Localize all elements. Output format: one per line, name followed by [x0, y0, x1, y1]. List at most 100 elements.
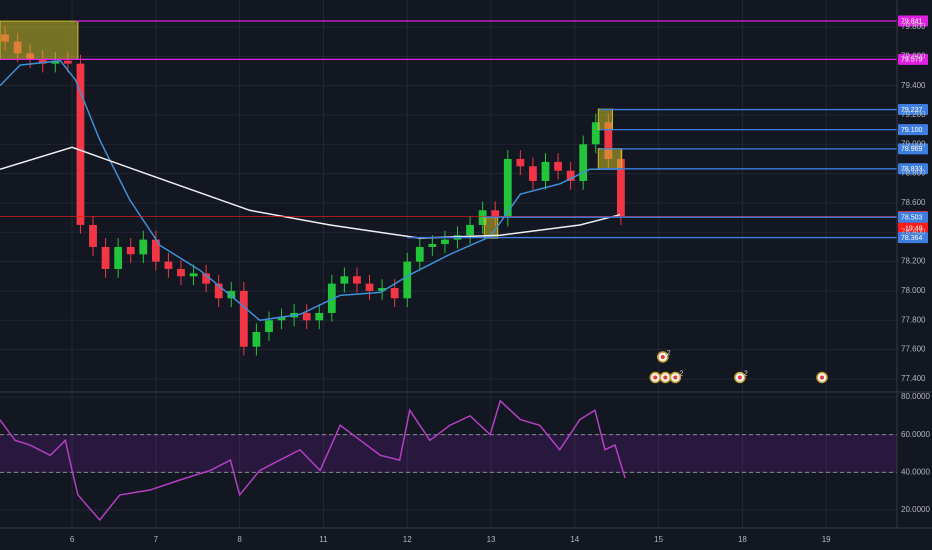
candle-body — [466, 224, 474, 236]
candle-body — [579, 144, 588, 181]
candle-body — [126, 246, 135, 255]
y-tick-label: 77.600 — [901, 345, 926, 354]
candle-body — [516, 158, 525, 167]
candle-body — [441, 239, 449, 245]
y-tick-label: 78.200 — [901, 257, 926, 266]
y-tick-label: 80.0000 — [901, 392, 930, 401]
price-label: 79.579 — [901, 57, 923, 64]
y-tick-label: 78.800 — [901, 169, 926, 178]
event-dot — [653, 375, 658, 380]
y-tick-label: 78.600 — [901, 198, 926, 207]
candle-body — [302, 312, 311, 321]
x-tick-label: 7 — [154, 535, 159, 544]
x-tick-label: 8 — [237, 535, 242, 544]
candle-body — [89, 224, 97, 247]
candle-body — [177, 268, 185, 277]
candle-body — [277, 317, 286, 321]
candle-body — [51, 60, 60, 64]
y-tick-label: 79.000 — [901, 139, 926, 148]
candle-body — [340, 276, 349, 284]
x-tick-label: 15 — [654, 535, 663, 544]
price-label-box — [898, 163, 928, 175]
candle-body — [315, 312, 324, 321]
price-label-box — [898, 15, 928, 27]
x-tick-label: 13 — [487, 535, 496, 544]
x-tick-label: 14 — [570, 535, 579, 544]
candle-body — [139, 239, 148, 255]
y-tick-label: 77.400 — [901, 374, 926, 383]
y-tick-label: 20.0000 — [901, 505, 930, 514]
x-tick-label: 18 — [738, 535, 747, 544]
price-label: 78.969 — [901, 146, 923, 153]
price-label-box — [898, 53, 928, 65]
y-tick-label: 78.000 — [901, 286, 926, 295]
candle-body — [38, 59, 47, 64]
event-dot — [663, 375, 668, 380]
price-label-box — [898, 232, 928, 244]
candle-body — [214, 283, 223, 299]
candle-body — [503, 158, 512, 218]
candle-body — [554, 161, 562, 171]
price-label-box — [898, 211, 928, 223]
candle-body — [239, 290, 248, 347]
candle-body — [566, 170, 575, 181]
candle-body — [617, 158, 625, 217]
price-label: 79.841 — [901, 18, 923, 25]
candle-body — [76, 63, 85, 225]
moving-average — [0, 146, 621, 239]
y-tick-label: 79.200 — [901, 110, 926, 119]
x-tick-label: 19 — [822, 535, 831, 544]
candle-body — [265, 320, 273, 333]
price-label: 78.364 — [901, 235, 923, 242]
price-label-box — [898, 104, 928, 116]
candle-body — [252, 332, 261, 347]
y-tick-label: 78.400 — [901, 227, 926, 236]
candle-body — [164, 261, 173, 269]
candle-body — [403, 261, 412, 299]
price-label: 78.503 — [901, 215, 923, 222]
candle-body — [491, 210, 500, 218]
y-tick-label: 79.400 — [901, 81, 926, 90]
candle-body — [541, 161, 550, 181]
price-label: 79.237 — [901, 107, 923, 114]
event-count: 2 — [679, 370, 683, 377]
candle-body — [415, 246, 424, 262]
countdown-box — [898, 222, 928, 234]
y-tick-label: 60.0000 — [901, 430, 930, 439]
zone — [597, 108, 614, 131]
candle-body — [202, 273, 211, 284]
y-tick-label: 79.600 — [901, 51, 926, 60]
rsi-band — [0, 434, 897, 473]
price-label: 79.100 — [901, 127, 923, 134]
candle-body — [478, 210, 487, 225]
candle-body — [378, 288, 386, 291]
zone — [597, 148, 623, 170]
rsi-line — [0, 399, 626, 522]
y-tick-label: 79.800 — [901, 22, 926, 31]
event-dot — [660, 354, 665, 359]
candle-body — [189, 273, 198, 277]
x-tick-label: 6 — [70, 535, 75, 544]
y-tick-label: 40.0000 — [901, 467, 930, 476]
candle-body — [591, 122, 600, 145]
price-label-box — [898, 143, 928, 155]
candle-body — [353, 276, 361, 284]
moving-average — [0, 59, 621, 322]
candle-body — [365, 283, 374, 291]
x-tick-label: 11 — [319, 535, 328, 544]
y-tick-label: 77.800 — [901, 315, 926, 324]
event-count: 2 — [667, 350, 671, 357]
candle-body — [151, 239, 160, 262]
price-label-box — [898, 124, 928, 136]
candle-body — [227, 290, 236, 299]
candle-body — [101, 246, 110, 269]
candle-body — [63, 60, 72, 64]
event-count: 2 — [744, 370, 748, 377]
candle-body — [390, 288, 399, 299]
x-tick-label: 12 — [403, 535, 412, 544]
candle-body — [327, 283, 336, 313]
candle-body — [114, 246, 123, 269]
